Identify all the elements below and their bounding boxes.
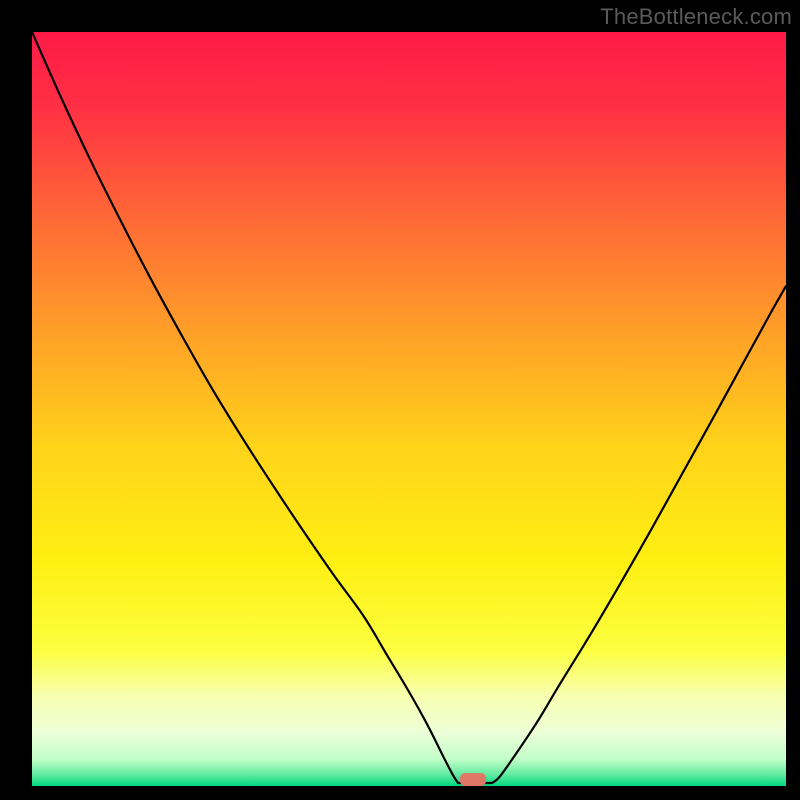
- bottleneck-curve: [32, 32, 786, 786]
- plot-area: [32, 32, 786, 786]
- chart-container: TheBottleneck.com: [0, 0, 800, 800]
- watermark-text: TheBottleneck.com: [600, 4, 792, 30]
- optimum-marker: [460, 773, 486, 786]
